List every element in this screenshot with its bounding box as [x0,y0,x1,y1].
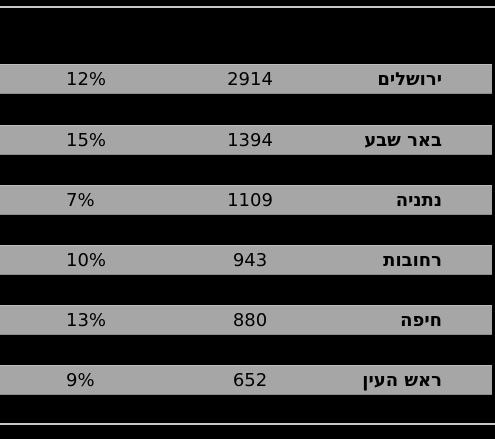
percent-cell: 15% [66,130,107,151]
table-row: 13% 880 חיפה [0,305,492,335]
table-row: 7% 1109 נתניה [0,185,492,215]
table-row: 15% 1394 באר שבע [0,125,492,155]
count-cell: 1109 [227,190,273,211]
percent-cell: 12% [66,69,107,90]
table-row: 10% 943 רחובות [0,245,492,275]
city-cell: ראש העין [362,370,442,391]
count-cell: 652 [232,370,268,391]
bottom-rule [0,423,495,425]
city-cell: באר שבע [364,130,442,151]
count-cell: 2914 [227,69,273,90]
table-row: 12% 2914 ירושלים [0,64,492,94]
percent-cell: 7% [66,190,95,211]
count-cell: 943 [232,250,268,271]
percent-cell: 13% [66,310,107,331]
city-cell: נתניה [395,190,442,211]
city-cell: חיפה [400,310,442,331]
percent-cell: 9% [66,370,95,391]
percent-cell: 10% [66,250,107,271]
count-cell: 1394 [227,130,273,151]
city-cell: ירושלים [377,69,442,90]
table-row: 9% 652 ראש העין [0,365,492,395]
count-cell: 880 [232,310,268,331]
top-rule [0,6,495,8]
city-cell: רחובות [383,250,442,271]
